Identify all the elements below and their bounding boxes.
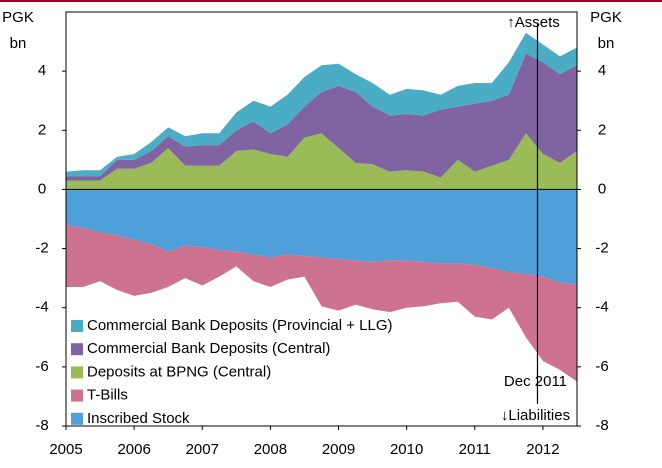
legend-swatch xyxy=(71,389,83,402)
y2-label: bn xyxy=(598,35,615,52)
y2-tick-label: -2 xyxy=(595,240,608,257)
x-tick-label: 2012 xyxy=(526,441,559,458)
annotation: ↑Assets xyxy=(507,14,560,31)
y-tick-label: 4 xyxy=(38,62,46,79)
y2-tick-label: -6 xyxy=(595,358,608,375)
legend-swatch xyxy=(71,320,83,332)
legend-label: Deposits at BPNG (Central) xyxy=(87,363,271,380)
area xyxy=(66,53,577,181)
y2-tick-label: 0 xyxy=(598,180,606,197)
plot-frame xyxy=(65,11,578,427)
legend-label: Inscribed Stock xyxy=(87,410,190,427)
annotation: ↓Liabilities xyxy=(501,407,570,424)
y-tick-label: -2 xyxy=(35,240,48,257)
x-tick-label: 2005 xyxy=(49,441,82,458)
y2-tick-label: 4 xyxy=(598,62,606,79)
y2-tick-label: 2 xyxy=(598,121,606,138)
annotation: Dec 2011 xyxy=(504,373,567,390)
y-label: PGK xyxy=(2,9,34,26)
y-tick-label: -8 xyxy=(35,417,48,434)
x-tick-label: 2008 xyxy=(254,441,287,458)
y-tick-label: -6 xyxy=(35,358,48,375)
legend-swatch xyxy=(71,366,83,379)
top-rule xyxy=(0,0,662,2)
y2-tick-label: -4 xyxy=(595,299,608,316)
area xyxy=(66,224,577,382)
area xyxy=(66,133,577,190)
x-tick-label: 2006 xyxy=(117,441,150,458)
y-tick-label: 0 xyxy=(38,180,46,197)
y-tick-label: -4 xyxy=(35,299,48,316)
y2-label: PGK xyxy=(590,9,622,26)
legend-swatch xyxy=(71,343,83,356)
area xyxy=(66,32,577,177)
area xyxy=(66,189,577,285)
y-label: bn xyxy=(10,35,27,52)
legend-swatch xyxy=(71,412,83,425)
x-tick-label: 2010 xyxy=(390,441,423,458)
legend-label: Commercial Bank Deposits (Provincial + L… xyxy=(87,317,393,334)
x-tick-label: 2009 xyxy=(322,441,355,458)
legend-label: T-Bills xyxy=(87,387,128,404)
x-tick-label: 2007 xyxy=(186,441,219,458)
y-tick-label: 2 xyxy=(38,121,46,138)
y2-tick-label: -8 xyxy=(595,417,608,434)
x-tick-label: 2011 xyxy=(459,441,491,458)
legend-label: Commercial Bank Deposits (Central) xyxy=(87,340,330,357)
